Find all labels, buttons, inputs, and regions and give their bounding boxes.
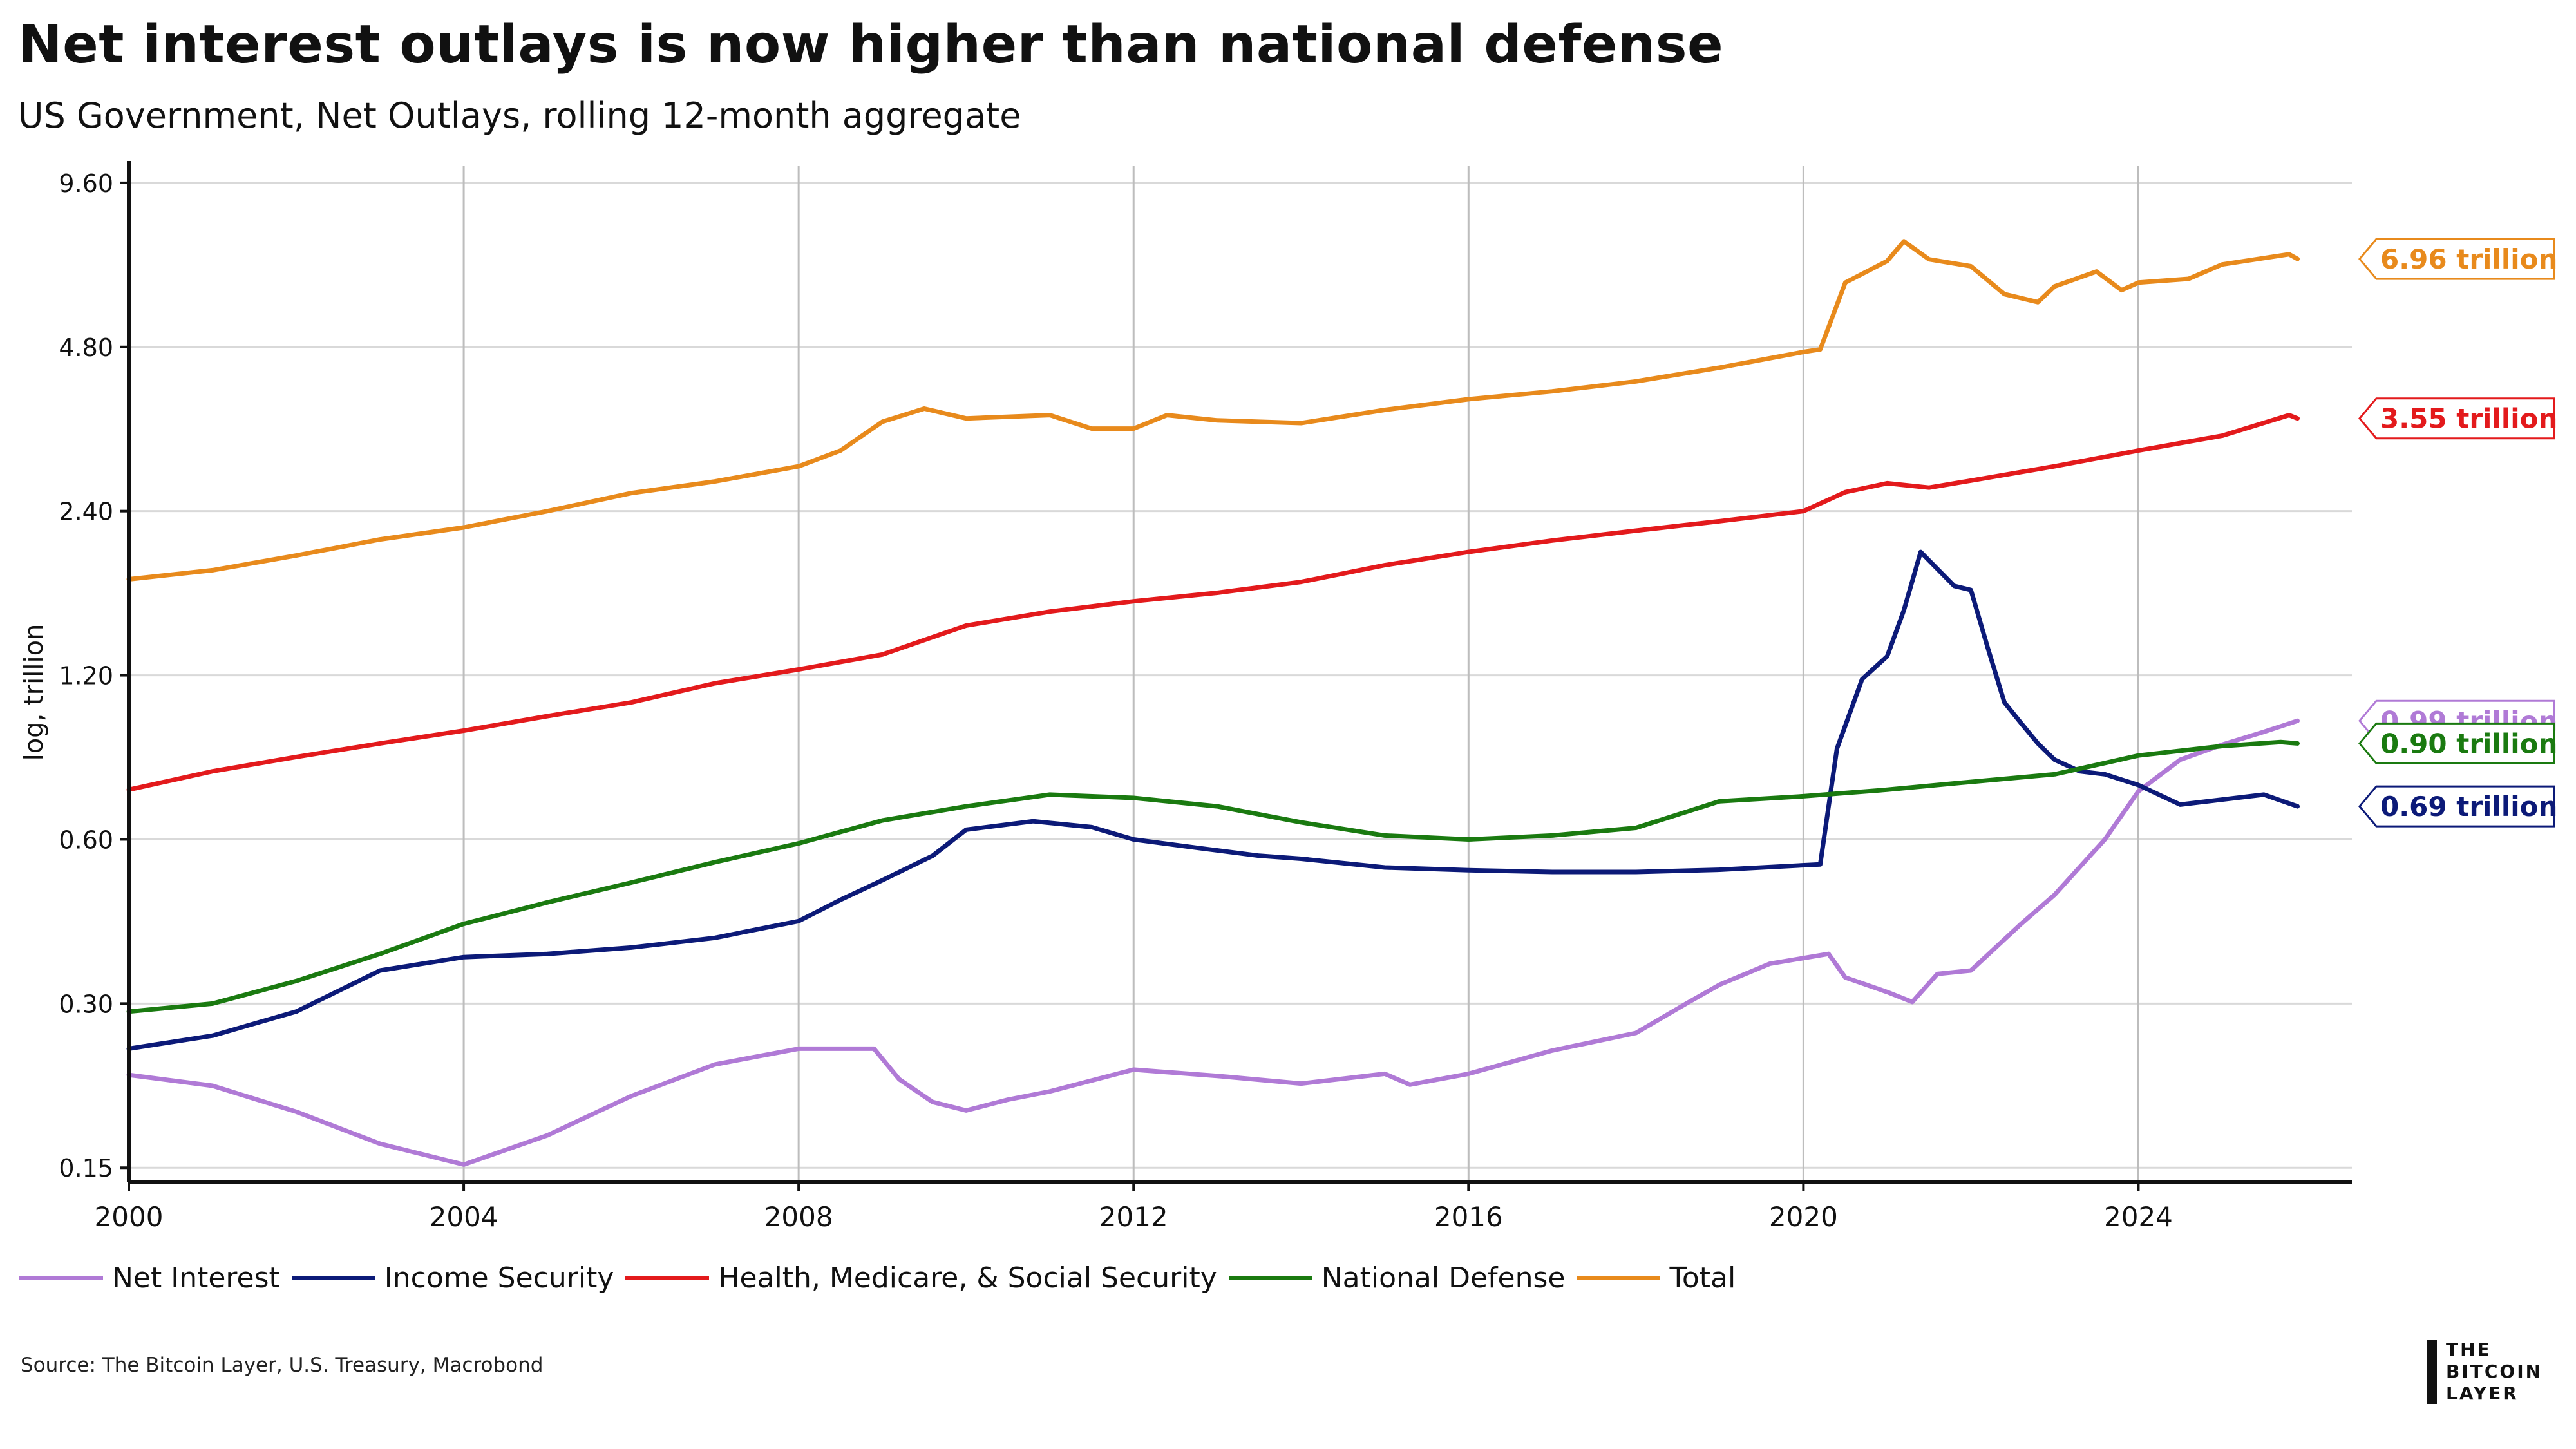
end-label-total: 6.96 trillion [2358,238,2557,280]
end-label-text: 3.55 trillion [2380,403,2557,435]
legend-swatch [291,1275,375,1280]
legend-label: Health, Medicare, & Social Security [718,1261,1217,1294]
x-tick-label: 2004 [430,1201,498,1233]
legend: Net Interest Income Security Health, Medic… [19,1257,1747,1298]
legend-swatch [625,1275,710,1280]
series-line-health-medicare-social-security [126,413,2300,792]
legend-item-health-medicare-social-security: Health, Medicare, & Social Security [625,1262,1217,1294]
y-axis-label: log, trillion [19,624,49,761]
legend-label: Income Security [384,1261,614,1294]
y-tick-label: 2.40 [59,498,113,526]
x-tick-label: 2020 [1769,1201,1838,1233]
end-label-text: 0.90 trillion [2380,728,2557,759]
x-tick-label: 2016 [1434,1201,1503,1233]
brand-line-3: LAYER [2446,1383,2519,1404]
chart-subtitle: US Government, Net Outlays, rolling 12-m… [18,95,1021,136]
tick-labels: 0.15 0.30 0.60 1.20 2.40 4.80 9.60 2000 2004 2008… [59,169,2173,1233]
y-tick-label: 0.60 [59,826,113,854]
end-label-box [2358,238,2555,280]
end-label-box [2358,722,2555,764]
legend-label: Total [1669,1261,1736,1294]
legend-swatch [19,1275,103,1280]
x-tick-label: 2008 [764,1201,833,1233]
chart-title: Net interest outlays is now higher than … [18,14,1724,75]
y-tick-label: 0.15 [59,1154,113,1182]
end-label-national-defense: 0.90 trillion [2358,722,2557,764]
legend-swatch [1228,1275,1312,1280]
end-label-income-security: 0.69 trillion [2358,785,2557,828]
legend-item-net-interest: Net Interest [19,1262,280,1294]
brand-logo-bar [2427,1340,2437,1404]
end-label-box [2358,785,2555,828]
y-tick-label: 1.20 [59,662,113,690]
series-line-total [126,239,2300,582]
series-line-national-defense [126,739,2300,1014]
x-tick-label: 2024 [2104,1201,2173,1233]
legend-item-total: Total [1577,1262,1736,1294]
end-label-text: 0.69 trillion [2380,791,2557,822]
legend-swatch [1577,1275,1661,1280]
end-label-health-medicare-social-security: 3.55 trillion [2358,397,2557,440]
y-tick-label: 0.30 [59,990,113,1018]
series-line-net-interest [126,718,2300,1167]
y-tick-label: 9.60 [59,169,113,198]
end-label-text: 6.96 trillion [2380,243,2557,275]
brand-line-1: THE [2446,1339,2492,1360]
legend-item-national-defense: National Defense [1228,1261,1566,1294]
series-lines [126,239,2300,1167]
legend-label: National Defense [1321,1261,1566,1294]
series-line-income-security [126,549,2300,1051]
source-note: Source: The Bitcoin Layer, U.S. Treasury… [21,1354,544,1377]
x-tick-label: 2000 [95,1201,164,1233]
x-tick-label: 2012 [1099,1201,1168,1233]
brand-logo: THE BITCOIN LAYER [2427,1340,2568,1404]
legend-item-income-security: Income Security [291,1261,614,1294]
axes [120,161,2352,1191]
legend-label: Net Interest [112,1261,280,1294]
grid-lines [129,166,2352,1182]
brand-line-2: BITCOIN [2446,1361,2543,1382]
end-label-box [2358,397,2555,440]
y-tick-label: 4.80 [59,334,113,362]
